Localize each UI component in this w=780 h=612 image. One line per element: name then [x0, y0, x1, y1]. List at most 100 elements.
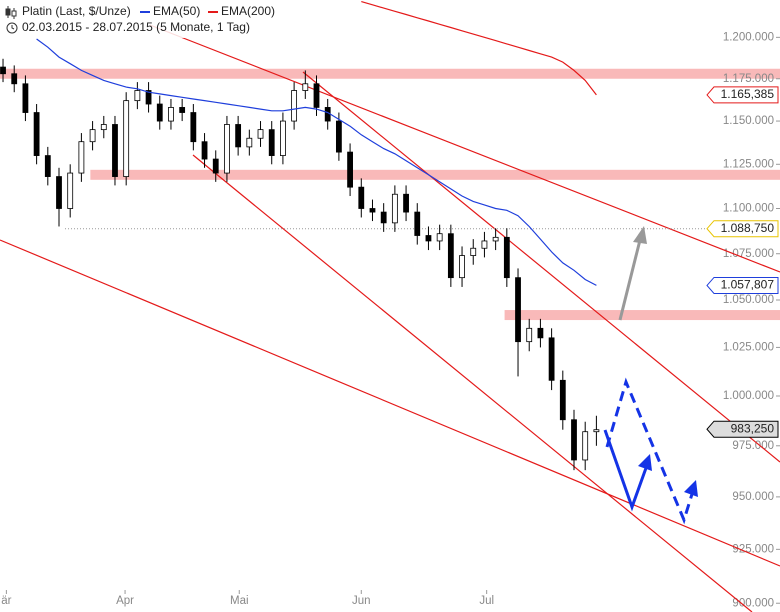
axis: 900.000 925.000 950.000 975.000 1.000.000 1.0… — [1, 31, 780, 609]
candle-body — [369, 208, 376, 213]
y-tick-label: 1.075.000 — [723, 248, 774, 260]
candle-body — [78, 141, 85, 174]
arrow — [603, 429, 648, 512]
zones — [0, 68, 780, 321]
candle-body — [11, 73, 18, 85]
candle-body — [537, 327, 544, 339]
clock-icon — [11, 25, 15, 30]
candle-body — [436, 233, 443, 242]
zone — [504, 310, 780, 321]
candle-body — [593, 429, 600, 433]
y-tick-label: 1.200.000 — [723, 31, 774, 43]
price-label: 983,250 — [731, 421, 775, 435]
candle-body — [134, 90, 141, 102]
candle-body — [100, 124, 107, 131]
price-label-box — [706, 86, 779, 104]
arrow-head — [684, 480, 698, 497]
x-tick-label: Apr — [116, 595, 134, 607]
candle-body — [268, 129, 275, 156]
y-tick-label: 975.000 — [732, 440, 774, 452]
candle-body — [190, 112, 197, 143]
clock-icon — [6, 22, 18, 34]
arrow — [605, 377, 694, 525]
candle-body — [123, 100, 130, 177]
candle-body — [201, 141, 208, 160]
candle-body — [179, 107, 186, 113]
candle-body — [22, 83, 29, 113]
candle-body — [291, 90, 298, 122]
candle-body — [168, 107, 174, 122]
candle-body — [0, 66, 6, 75]
header: Platin (Last, $/Unze) EMA(50) EMA(200) 0… — [0, 0, 280, 38]
arrow-head — [633, 226, 647, 244]
arrows — [603, 226, 698, 525]
candle-body — [559, 379, 566, 421]
candle-icon — [5, 6, 17, 19]
y-tick-label: 1.050.000 — [723, 294, 774, 306]
candle-body — [503, 236, 510, 279]
arrow-head — [638, 454, 652, 471]
y-tick-label: 950.000 — [732, 491, 774, 503]
x-tick-label: är — [1, 595, 11, 607]
trend-line — [302, 71, 780, 463]
candle-body — [548, 337, 555, 381]
y-tick-label: 1.100.000 — [723, 203, 774, 215]
zone — [0, 68, 780, 79]
candle-body — [212, 158, 219, 174]
candle-body — [391, 193, 398, 224]
y-tick-label: 900.000 — [732, 597, 774, 609]
candle-body — [44, 155, 51, 177]
candle-body — [145, 90, 152, 105]
candle-body — [246, 137, 253, 148]
x-tick-label: Jul — [479, 595, 494, 607]
candle-body — [280, 120, 286, 156]
candle-body — [380, 211, 387, 224]
candle-body — [112, 124, 118, 177]
candle-body — [481, 240, 488, 249]
price-label-box — [706, 420, 779, 438]
trend-lines — [0, 24, 780, 612]
price-label-box — [706, 276, 779, 294]
candle-body — [224, 124, 230, 174]
legend-label: EMA(50) — [153, 4, 200, 18]
candle-body — [526, 327, 533, 343]
candle-body — [571, 419, 577, 461]
chart-subtitle: 02.03.2015 - 28.07.2015 (5 Monate, 1 Tag… — [22, 20, 250, 34]
candle-body — [414, 211, 421, 236]
plot — [0, 1, 705, 471]
candle-body — [470, 247, 477, 256]
y-tick-label: 925.000 — [732, 543, 774, 555]
price-labels: 1.165,385 1.088,750 1.057,807 983,250 — [706, 86, 779, 438]
y-tick-label: 1.175.000 — [723, 73, 774, 85]
price-label: 1.057,807 — [721, 278, 775, 292]
candle-body — [358, 186, 365, 209]
candle-body — [347, 151, 353, 188]
candle-body — [582, 431, 589, 461]
candle-body — [335, 120, 342, 153]
candle-body — [235, 124, 242, 148]
candle-body — [156, 103, 163, 122]
candle-body — [447, 233, 454, 279]
y-tick-label: 1.000.000 — [723, 390, 774, 402]
candle-body — [302, 83, 309, 91]
candle-body — [403, 193, 409, 213]
chart-title: Platin (Last, $/Unze) — [22, 4, 131, 18]
candle-body — [33, 112, 40, 156]
candle-body — [492, 236, 499, 242]
price-label: 1.165,385 — [721, 87, 775, 101]
x-tick-label: Jun — [352, 595, 371, 607]
ema-line — [361, 1, 597, 96]
trend-line — [0, 239, 780, 567]
candle-body — [425, 235, 432, 242]
y-tick-label: 1.150.000 — [723, 115, 774, 127]
candle-body — [56, 176, 62, 209]
y-tick-label: 1.025.000 — [723, 341, 774, 353]
trend-line — [149, 24, 780, 273]
arrow — [618, 239, 642, 321]
y-tick-label: 1.125.000 — [723, 158, 774, 170]
x-tick-label: Mai — [230, 595, 249, 607]
header-bg — [0, 0, 280, 38]
candle-body — [313, 83, 320, 108]
price-label: 1.088,750 — [721, 221, 775, 235]
trend-line — [192, 154, 753, 612]
